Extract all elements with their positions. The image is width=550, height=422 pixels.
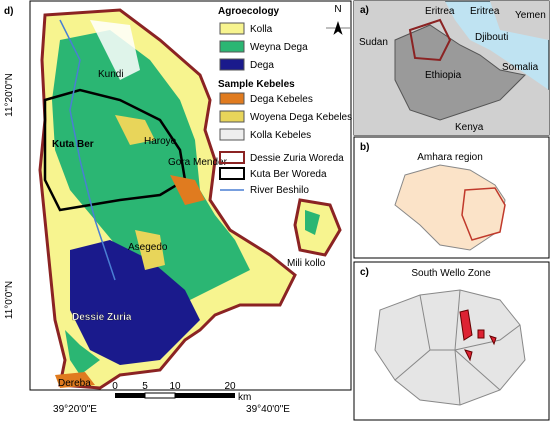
- legend-label: Kuta Ber Woreda: [250, 169, 327, 180]
- north-label: N: [334, 4, 341, 15]
- south-wello: [461, 187, 506, 241]
- country-label: Kenya: [455, 122, 484, 133]
- north-arrow: [326, 21, 350, 35]
- panel-label: b): [360, 142, 369, 153]
- panel-title: South Wello Zone: [411, 268, 491, 279]
- longitude-label: 39°20'0"E: [53, 404, 97, 415]
- scale-label: 0: [112, 381, 118, 392]
- scale-bar: 0 5 10 20 km: [112, 381, 251, 403]
- country-label: Djibouti: [475, 32, 508, 43]
- scale-segment: [115, 393, 145, 398]
- scale-segment: [144, 392, 176, 399]
- legend-swatch: [219, 110, 245, 123]
- amhara-outline: [408, 18, 452, 62]
- south-wello-map: [374, 289, 526, 406]
- legend-swatch: [219, 92, 245, 105]
- legend-label: Dessie Zuria Woreda: [250, 153, 344, 164]
- scale-label: 20: [224, 381, 236, 392]
- panel-b: b) Amhara region: [353, 136, 550, 259]
- place-label: Asegedo: [128, 242, 168, 253]
- kundi-kebele: [90, 20, 140, 80]
- place-label: Mili kollo: [287, 258, 326, 269]
- panel-label: c): [360, 267, 369, 278]
- weyna-dega-area: [52, 30, 250, 300]
- asegedo-kebele: [135, 230, 165, 270]
- place-label: Haroye: [144, 136, 177, 147]
- legend-swatch: [219, 128, 245, 141]
- legend-label: Weyna Dega: [250, 42, 308, 53]
- latitude-label: 11°0'0"N: [4, 281, 15, 319]
- place-label: Kuta Ber: [52, 139, 94, 150]
- place-label: Kundi: [98, 69, 124, 80]
- place-label: Gora Mender: [168, 157, 228, 168]
- panel-label: d): [4, 6, 13, 17]
- exclave-green: [305, 210, 320, 235]
- longitude-label: 39°40'0"E: [246, 404, 290, 415]
- arabia: [490, 1, 549, 40]
- legend-swatch: [219, 40, 245, 53]
- legend-label: River Beshilo: [250, 185, 309, 196]
- legend-title: Sample Kebeles: [218, 79, 295, 90]
- place-label: Dessie Zuria: [72, 312, 132, 323]
- country-label: Sudan: [359, 37, 388, 48]
- legend-swatch: [219, 151, 245, 164]
- legend-label: Dega: [250, 60, 274, 71]
- kuta-ber-outline: [43, 88, 187, 212]
- country-label: Ethiopia: [425, 70, 462, 81]
- legend: Agroecology Kolla Weyna Dega Dega Sample…: [218, 6, 352, 196]
- place-label: Dereba: [58, 378, 91, 389]
- study-kebeles: [459, 309, 497, 362]
- panel-title: Amhara region: [417, 152, 483, 163]
- river: [59, 19, 116, 281]
- panel-c: c) South Wello Zone: [353, 261, 550, 421]
- panel-a: a) Eritrea Eritrea Yemen Sudan Djibouti …: [353, 0, 550, 136]
- country-label: Eritrea: [470, 6, 500, 17]
- legend-swatch: [219, 167, 245, 180]
- panel-label: a): [360, 5, 369, 16]
- legend-swatch: [219, 22, 245, 35]
- gora-mender-kebele: [170, 175, 205, 205]
- scale-label: 10: [169, 381, 181, 392]
- legend-title: Agroecology: [218, 6, 280, 17]
- woreda-map: [38, 8, 342, 390]
- dega-area: [70, 240, 200, 365]
- legend-swatch: [219, 58, 245, 71]
- legend-label: Kolla Kebeles: [250, 130, 311, 141]
- latitude-label: 11°20'0"N: [4, 73, 15, 117]
- legend-label: Dega Kebeles: [250, 94, 313, 105]
- country-label: Eritrea: [425, 6, 455, 17]
- haroye-kebele: [115, 115, 155, 145]
- legend-label: Kolla: [250, 24, 273, 35]
- country-label: Yemen: [515, 10, 546, 21]
- legend-label: Woyena Dega Kebeles: [250, 112, 352, 123]
- scale-segment: [175, 393, 235, 398]
- scale-label: 5: [142, 381, 148, 392]
- ethiopia: [394, 24, 527, 121]
- country-label: Somalia: [502, 62, 539, 73]
- scale-label: km: [238, 392, 251, 403]
- dereba-kebele: [55, 372, 95, 388]
- weyna-dega-south: [65, 330, 100, 375]
- zone-boundaries: [394, 289, 521, 406]
